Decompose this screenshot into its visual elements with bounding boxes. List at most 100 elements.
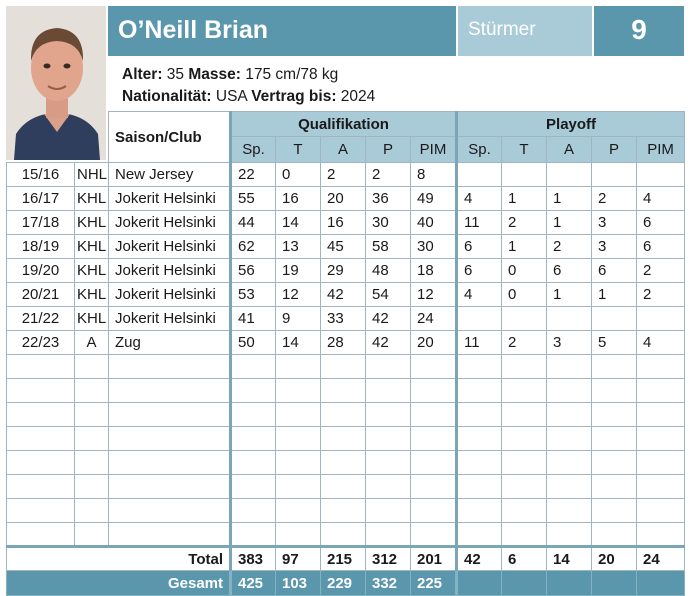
empty-cell xyxy=(546,474,593,499)
empty-cell xyxy=(74,522,109,547)
empty-cell xyxy=(409,426,458,451)
season-cell: 22/23 xyxy=(6,330,75,355)
playoff-stat-cell: 1 xyxy=(501,186,548,211)
playoff-stat-cell: 6 xyxy=(546,258,593,283)
empty-cell xyxy=(455,450,503,475)
qual-stat-cell: 42 xyxy=(365,330,411,355)
gesamt-playoff-cell xyxy=(591,570,638,596)
empty-cell xyxy=(546,378,593,403)
league-cell: A xyxy=(74,330,109,355)
empty-cell xyxy=(546,426,593,451)
playoff-stat-cell xyxy=(591,162,638,187)
playoff-stat-cell xyxy=(546,162,593,187)
empty-cell xyxy=(409,378,458,403)
empty-cell xyxy=(74,498,109,523)
qual-stat-cell: 24 xyxy=(409,306,458,331)
empty-cell xyxy=(455,498,503,523)
empty-cell xyxy=(636,426,686,451)
playoff-stat-cell: 6 xyxy=(591,258,638,283)
season-cell: 16/17 xyxy=(6,186,75,211)
qual-stat-cell: 49 xyxy=(409,186,458,211)
empty-cell xyxy=(546,402,593,427)
playoff-col-header: T xyxy=(501,136,548,163)
playoff-col-header: Sp. xyxy=(455,136,503,163)
empty-cell xyxy=(74,402,109,427)
total-qual-cell: 312 xyxy=(365,545,411,571)
empty-cell xyxy=(501,522,548,547)
gesamt-qual-cell: 332 xyxy=(365,570,411,596)
empty-cell xyxy=(275,474,321,499)
empty-cell xyxy=(108,498,231,523)
age-value: 35 xyxy=(166,66,185,83)
empty-cell xyxy=(6,498,75,523)
playoff-col-header: A xyxy=(546,136,593,163)
empty-cell xyxy=(636,450,686,475)
qual-col-header: A xyxy=(320,136,366,163)
club-cell: Jokerit Helsinki xyxy=(108,282,231,307)
playoff-stat-cell xyxy=(455,162,503,187)
empty-cell xyxy=(6,474,75,499)
league-cell: KHL xyxy=(74,186,109,211)
playoff-stat-cell: 1 xyxy=(546,210,593,235)
header-row-groups: Saison/Club Qualifikation Playoff xyxy=(7,111,686,163)
qual-stat-cell: 13 xyxy=(275,234,321,259)
empty-row xyxy=(6,498,686,523)
empty-cell xyxy=(591,522,638,547)
playoff-stat-cell: 2 xyxy=(636,258,686,283)
qual-stat-cell: 22 xyxy=(229,162,276,187)
gesamt-playoff-cell xyxy=(501,570,548,596)
empty-row xyxy=(6,474,686,499)
contract-value: 2024 xyxy=(340,88,376,105)
qual-stat-cell: 12 xyxy=(275,282,321,307)
playoff-stat-cell: 11 xyxy=(455,210,503,235)
gesamt-qual-cell: 229 xyxy=(320,570,366,596)
empty-row xyxy=(6,522,686,547)
empty-cell xyxy=(74,450,109,475)
playoff-stat-cell xyxy=(636,162,686,187)
playoff-stat-cell: 6 xyxy=(455,234,503,259)
playoff-stat-cell: 0 xyxy=(501,258,548,283)
empty-cell xyxy=(6,450,75,475)
playoff-stat-cell: 3 xyxy=(546,330,593,355)
gesamt-playoff-cell xyxy=(636,570,686,596)
empty-cell xyxy=(320,402,366,427)
mass-label: Masse: xyxy=(188,66,241,83)
empty-cell xyxy=(275,450,321,475)
empty-cell xyxy=(6,378,75,403)
league-cell: KHL xyxy=(74,234,109,259)
empty-cell xyxy=(591,402,638,427)
qual-stat-cell: 28 xyxy=(320,330,366,355)
season-cell: 21/22 xyxy=(6,306,75,331)
empty-row xyxy=(6,378,686,403)
playoff-stat-cell: 1 xyxy=(546,186,593,211)
empty-cell xyxy=(74,378,109,403)
qual-col-header: Sp. xyxy=(229,136,276,163)
empty-cell xyxy=(6,354,75,379)
qual-stat-cell: 2 xyxy=(365,162,411,187)
club-cell: Jokerit Helsinki xyxy=(108,258,231,283)
qual-stat-cell: 20 xyxy=(409,330,458,355)
empty-cell xyxy=(591,354,638,379)
playoff-stat-cell: 2 xyxy=(636,282,686,307)
season-row: 19/20 KHL Jokerit Helsinki 56 19 29 48 18 6 0 6 6 2 xyxy=(6,258,686,283)
empty-cell xyxy=(229,450,276,475)
qual-stat-cell: 41 xyxy=(229,306,276,331)
qual-stat-cell: 42 xyxy=(365,306,411,331)
season-cell: 20/21 xyxy=(6,282,75,307)
empty-cell xyxy=(409,450,458,475)
header-saison-club: Saison/Club xyxy=(108,111,231,163)
player-card: O’Neill Brian Stürmer 9 Alter: 35 Masse:… xyxy=(6,6,686,596)
qual-stat-cell: 53 xyxy=(229,282,276,307)
empty-cell xyxy=(546,498,593,523)
qual-stat-cell: 30 xyxy=(365,210,411,235)
qual-stat-cell: 44 xyxy=(229,210,276,235)
playoff-stat-cell: 6 xyxy=(636,234,686,259)
playoff-stat-cell xyxy=(455,306,503,331)
empty-cell xyxy=(365,474,411,499)
empty-cell xyxy=(365,402,411,427)
empty-cell xyxy=(409,354,458,379)
qual-stat-cell: 16 xyxy=(320,210,366,235)
age-label: Alter: xyxy=(122,66,163,83)
empty-cell xyxy=(636,498,686,523)
empty-cell xyxy=(409,474,458,499)
